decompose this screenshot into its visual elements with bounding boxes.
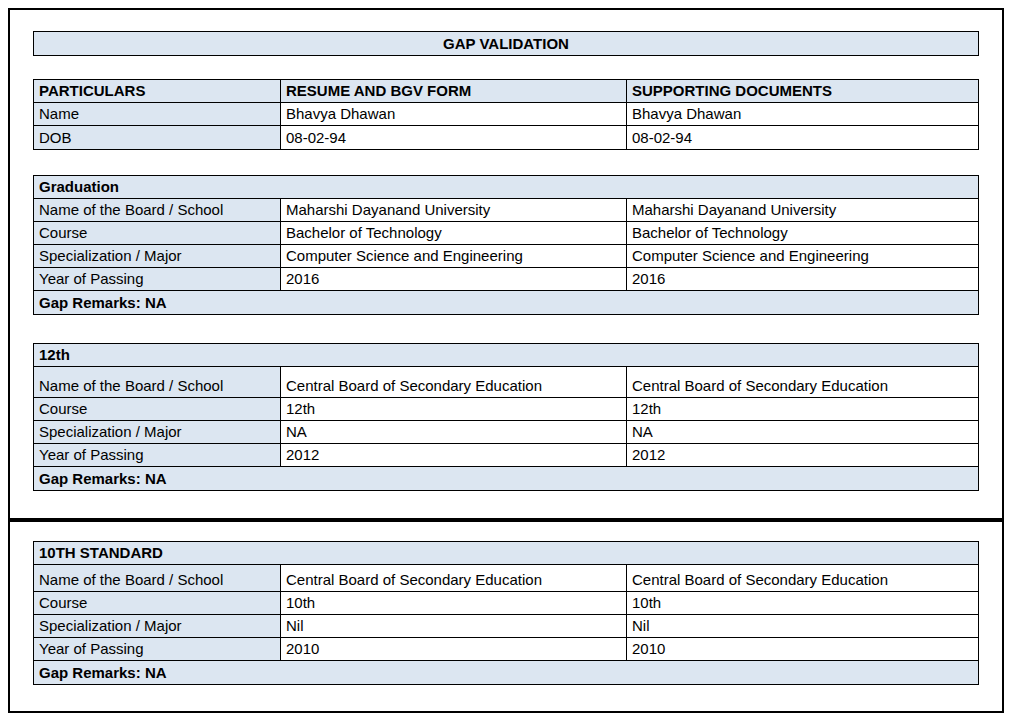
table-row-course: Course Bachelor of Technology Bachelor o… bbox=[34, 222, 978, 245]
gap-validation-title-bar: GAP VALIDATION bbox=[33, 31, 979, 56]
supporting-value-cell: 10th bbox=[627, 592, 978, 614]
table-row-year: Year of Passing 2010 2010 bbox=[34, 638, 978, 661]
table-row-course: Course 10th 10th bbox=[34, 592, 978, 615]
resume-value-cell: Computer Science and Engineering bbox=[281, 245, 627, 267]
section-title-row: 12th bbox=[34, 344, 978, 367]
supporting-value-cell: Computer Science and Engineering bbox=[627, 245, 978, 267]
table-row-year: Year of Passing 2012 2012 bbox=[34, 444, 978, 467]
table-row-specialization: Specialization / Major Nil Nil bbox=[34, 615, 978, 638]
gap-remarks: Gap Remarks: NA bbox=[34, 661, 978, 684]
table-row-board: Name of the Board / School Central Board… bbox=[34, 367, 978, 398]
table-row-course: Course 12th 12th bbox=[34, 398, 978, 421]
section-title: Graduation bbox=[34, 176, 978, 198]
supporting-value-cell: 2016 bbox=[627, 268, 978, 290]
table-row-name: Name Bhavya Dhawan Bhavya Dhawan bbox=[34, 103, 978, 126]
resume-value-cell: Nil bbox=[281, 615, 627, 637]
table-row-board: Name of the Board / School Maharshi Daya… bbox=[34, 199, 978, 222]
section-title: 12th bbox=[34, 344, 978, 366]
row-label-cell: Name bbox=[34, 103, 281, 125]
section-title-row: 10TH STANDARD bbox=[34, 542, 978, 565]
row-label-cell: Name of the Board / School bbox=[34, 367, 281, 397]
section-10th-standard-table: 10TH STANDARD Name of the Board / School… bbox=[33, 541, 979, 685]
supporting-value-cell: 2010 bbox=[627, 638, 978, 660]
supporting-value-cell: Bhavya Dhawan bbox=[627, 103, 978, 125]
row-label-cell: Course bbox=[34, 592, 281, 614]
header-cell-resume-bgv: RESUME AND BGV FORM bbox=[281, 80, 627, 102]
particulars-table: PARTICULARS RESUME AND BGV FORM SUPPORTI… bbox=[33, 79, 979, 150]
supporting-value-cell: 08-02-94 bbox=[627, 126, 978, 149]
resume-value-cell: 08-02-94 bbox=[281, 126, 627, 149]
supporting-value-cell: 2012 bbox=[627, 444, 978, 466]
row-label-cell: DOB bbox=[34, 126, 281, 149]
header-cell-particulars: PARTICULARS bbox=[34, 80, 281, 102]
gap-remarks-row: Gap Remarks: NA bbox=[34, 661, 978, 684]
resume-value-cell: 2012 bbox=[281, 444, 627, 466]
section-title: 10TH STANDARD bbox=[34, 542, 978, 564]
section-graduation-table: Graduation Name of the Board / School Ma… bbox=[33, 175, 979, 315]
resume-value-cell: Bachelor of Technology bbox=[281, 222, 627, 244]
row-label-cell: Specialization / Major bbox=[34, 421, 281, 443]
row-label-cell: Name of the Board / School bbox=[34, 199, 281, 221]
section-title-row: Graduation bbox=[34, 176, 978, 199]
row-label-cell: Specialization / Major bbox=[34, 615, 281, 637]
resume-value-cell: 2010 bbox=[281, 638, 627, 660]
gap-remarks: Gap Remarks: NA bbox=[34, 467, 978, 490]
table-row-year: Year of Passing 2016 2016 bbox=[34, 268, 978, 291]
table-header-row: PARTICULARS RESUME AND BGV FORM SUPPORTI… bbox=[34, 80, 978, 103]
supporting-value-cell: 12th bbox=[627, 398, 978, 420]
supporting-value-cell: Central Board of Secondary Education bbox=[627, 367, 978, 397]
resume-value-cell: Central Board of Secondary Education bbox=[281, 565, 627, 591]
supporting-value-cell: NA bbox=[627, 421, 978, 443]
row-label-cell: Course bbox=[34, 398, 281, 420]
row-label-cell: Name of the Board / School bbox=[34, 565, 281, 591]
section-12th-table: 12th Name of the Board / School Central … bbox=[33, 343, 979, 491]
row-label-cell: Year of Passing bbox=[34, 444, 281, 466]
gap-remarks-row: Gap Remarks: NA bbox=[34, 467, 978, 490]
table-row-specialization: Specialization / Major Computer Science … bbox=[34, 245, 978, 268]
supporting-value-cell: Central Board of Secondary Education bbox=[627, 565, 978, 591]
resume-value-cell: Central Board of Secondary Education bbox=[281, 367, 627, 397]
supporting-value-cell: Nil bbox=[627, 615, 978, 637]
row-label-cell: Year of Passing bbox=[34, 268, 281, 290]
page-title: GAP VALIDATION bbox=[443, 35, 569, 52]
gap-remarks-row: Gap Remarks: NA bbox=[34, 291, 978, 314]
table-row-board: Name of the Board / School Central Board… bbox=[34, 565, 978, 592]
table-row-dob: DOB 08-02-94 08-02-94 bbox=[34, 126, 978, 149]
supporting-value-cell: Bachelor of Technology bbox=[627, 222, 978, 244]
resume-value-cell: 12th bbox=[281, 398, 627, 420]
gap-remarks: Gap Remarks: NA bbox=[34, 291, 978, 314]
header-cell-supporting-docs: SUPPORTING DOCUMENTS bbox=[627, 80, 978, 102]
row-label-cell: Year of Passing bbox=[34, 638, 281, 660]
supporting-value-cell: Maharshi Dayanand University bbox=[627, 199, 978, 221]
row-label-cell: Specialization / Major bbox=[34, 245, 281, 267]
resume-value-cell: Maharshi Dayanand University bbox=[281, 199, 627, 221]
row-label-cell: Course bbox=[34, 222, 281, 244]
table-row-specialization: Specialization / Major NA NA bbox=[34, 421, 978, 444]
resume-value-cell: Bhavya Dhawan bbox=[281, 103, 627, 125]
resume-value-cell: 10th bbox=[281, 592, 627, 614]
resume-value-cell: 2016 bbox=[281, 268, 627, 290]
resume-value-cell: NA bbox=[281, 421, 627, 443]
